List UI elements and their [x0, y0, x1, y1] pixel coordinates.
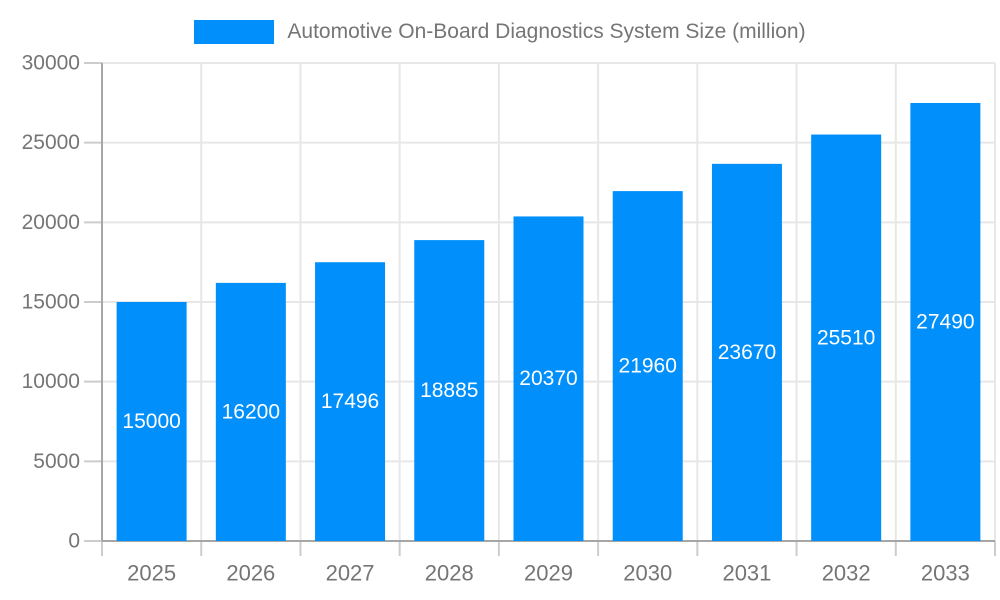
x-tick-label: 2025: [127, 561, 176, 586]
y-tick-label: 25000: [22, 131, 80, 154]
bar[interactable]: [315, 262, 386, 541]
bar-value-label: 20370: [519, 367, 577, 390]
x-tick-label: 2032: [822, 561, 871, 586]
x-tick-label: 2029: [524, 561, 573, 586]
legend[interactable]: Automotive On-Board Diagnostics System S…: [0, 20, 1000, 44]
x-tick-label: 2026: [226, 561, 275, 586]
x-tick-label: 2027: [326, 561, 375, 586]
y-tick-label: 5000: [33, 450, 80, 473]
bar[interactable]: [910, 102, 981, 541]
bar[interactable]: [811, 134, 882, 542]
bar-value-label: 27490: [916, 310, 974, 333]
legend-swatch-icon: [194, 20, 275, 44]
bar-value-label: 17496: [321, 390, 379, 413]
bar-value-label: 21960: [619, 355, 677, 378]
bar[interactable]: [414, 240, 485, 541]
bar-value-label: 18885: [420, 379, 478, 402]
bar-value-label: 23670: [718, 341, 776, 364]
bar-value-label: 16200: [222, 400, 280, 423]
x-tick-label: 2033: [921, 561, 970, 586]
bar[interactable]: [116, 302, 187, 541]
bar[interactable]: [215, 282, 286, 541]
x-tick-label: 2028: [425, 561, 474, 586]
legend-label: Automotive On-Board Diagnostics System S…: [287, 20, 806, 43]
bar[interactable]: [612, 191, 683, 541]
y-tick-label: 0: [68, 530, 80, 553]
y-tick-label: 30000: [22, 52, 80, 75]
bar[interactable]: [711, 163, 782, 541]
bar[interactable]: [513, 216, 584, 542]
y-tick-label: 10000: [22, 370, 80, 393]
x-tick-label: 2030: [623, 561, 672, 586]
y-tick-label: 20000: [22, 211, 80, 234]
x-tick-label: 2031: [722, 561, 771, 586]
bar-value-label: 15000: [122, 410, 180, 433]
bar-value-label: 25510: [817, 326, 875, 349]
y-tick-label: 15000: [22, 291, 80, 314]
